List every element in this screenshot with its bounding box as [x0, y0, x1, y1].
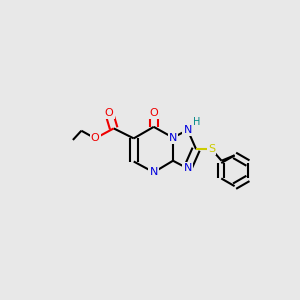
Text: S: S [208, 144, 215, 154]
Text: N: N [183, 125, 192, 135]
Text: N: N [183, 164, 192, 173]
Text: O: O [149, 108, 158, 118]
Text: N: N [150, 167, 158, 177]
Text: H: H [193, 117, 201, 127]
Text: O: O [91, 134, 100, 143]
Text: N: N [169, 133, 177, 142]
Text: O: O [105, 108, 113, 118]
